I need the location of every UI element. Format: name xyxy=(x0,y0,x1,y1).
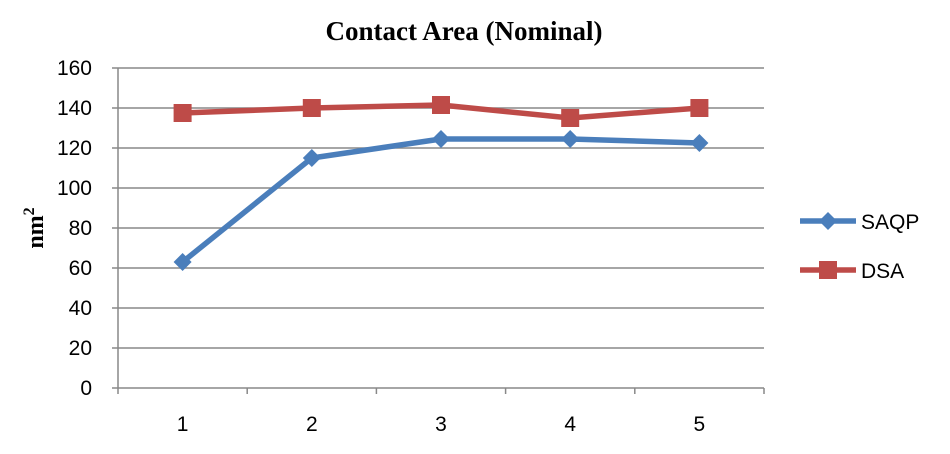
x-tick-label: 4 xyxy=(564,413,576,436)
y-tick-label: 40 xyxy=(69,297,92,320)
data-point xyxy=(561,109,580,127)
legend: SAQP DSA xyxy=(800,211,919,283)
data-point xyxy=(173,104,192,122)
x-tick-label: 5 xyxy=(694,413,706,436)
x-tick-label: 2 xyxy=(306,413,318,436)
x-tick-label: 3 xyxy=(435,413,447,436)
data-point xyxy=(561,130,580,148)
y-tick-label: 140 xyxy=(57,97,92,120)
legend-marker xyxy=(819,261,837,279)
y-tick-label: 100 xyxy=(57,177,92,200)
y-tick-label: 20 xyxy=(69,337,92,360)
data-point xyxy=(302,99,321,117)
data-point xyxy=(302,149,321,167)
series-dsa xyxy=(173,96,709,127)
y-axis-label: nm2 xyxy=(21,207,49,248)
chart-title: Contact Area (Nominal) xyxy=(326,16,603,46)
data-point xyxy=(432,96,450,114)
series-saqp xyxy=(173,130,709,271)
y-tick-label: 160 xyxy=(57,57,92,80)
x-axis-ticks: 1 2 3 4 5 xyxy=(177,413,705,436)
legend-item: DSA xyxy=(800,260,904,283)
legend-label: SAQP xyxy=(861,211,919,234)
y-tick-label: 120 xyxy=(57,137,92,160)
legend-label: DSA xyxy=(861,260,904,283)
y-tick-label: 60 xyxy=(69,257,92,280)
legend-marker xyxy=(819,212,837,230)
data-point xyxy=(690,99,709,117)
series-group xyxy=(173,96,709,271)
data-point xyxy=(173,253,192,271)
x-tick-label: 1 xyxy=(177,413,189,436)
y-tick-label: 80 xyxy=(69,217,92,240)
legend-item: SAQP xyxy=(800,211,919,234)
data-point xyxy=(432,130,450,148)
gridlines xyxy=(112,67,765,394)
series-line xyxy=(180,136,700,265)
data-point xyxy=(690,134,709,152)
y-tick-label: 0 xyxy=(80,377,92,400)
y-axis-ticks: 0 20 40 60 80 100 120 140 160 xyxy=(57,57,92,400)
